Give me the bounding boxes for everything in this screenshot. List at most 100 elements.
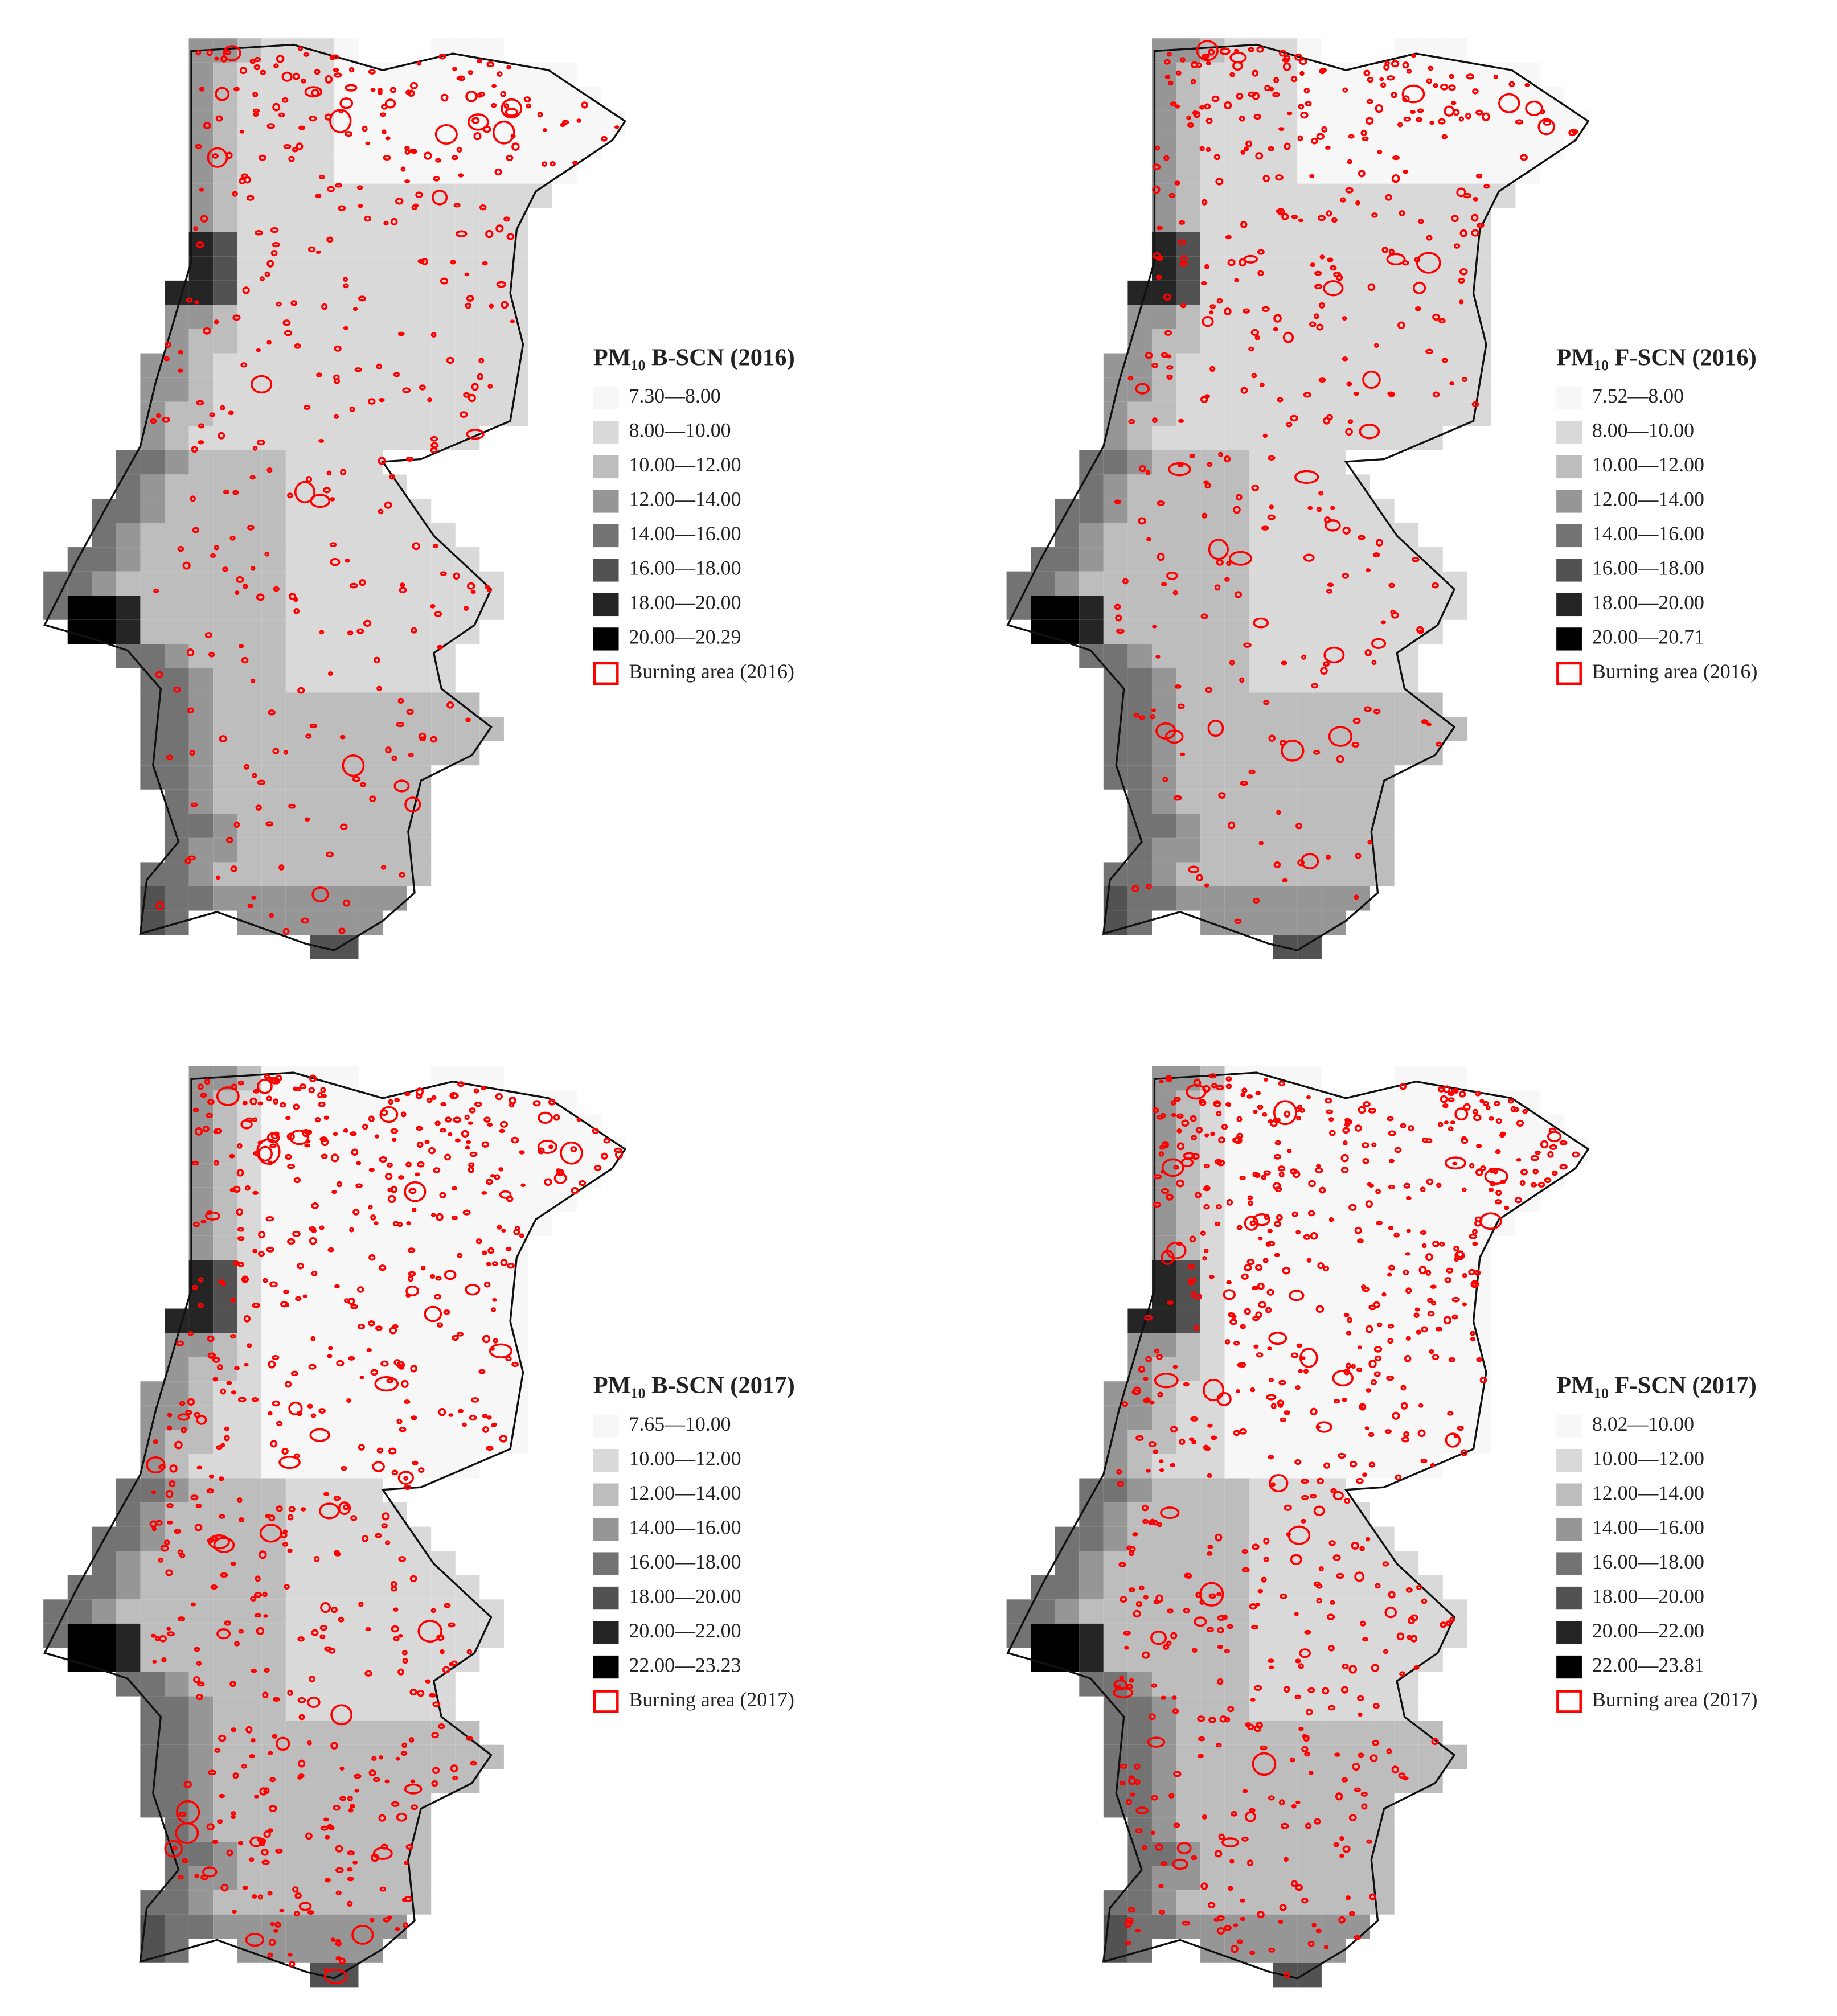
grid-cell bbox=[164, 1721, 189, 1745]
burn-patch bbox=[1368, 1432, 1375, 1438]
burn-patch bbox=[339, 823, 348, 830]
burn-patch bbox=[1471, 1282, 1477, 1288]
legend-swatch bbox=[1556, 627, 1582, 651]
burn-patch bbox=[1462, 1302, 1467, 1307]
grid-cell bbox=[1079, 619, 1104, 644]
burn-patch bbox=[1172, 1858, 1188, 1870]
burn-patch bbox=[1117, 1480, 1125, 1487]
grid-cell bbox=[431, 1187, 456, 1212]
burn-patch bbox=[482, 1426, 489, 1433]
burn-patch bbox=[576, 118, 582, 123]
burn-patch bbox=[1199, 1099, 1205, 1104]
grid-cell bbox=[1297, 1841, 1322, 1866]
burn-patch bbox=[1286, 421, 1293, 428]
grid-cell bbox=[261, 280, 286, 305]
burn-patch bbox=[464, 1114, 470, 1120]
burn-patch bbox=[1291, 1880, 1298, 1887]
grid-cell bbox=[261, 329, 286, 354]
burn-patch bbox=[1453, 1087, 1459, 1094]
grid-cell bbox=[1297, 377, 1322, 402]
grid-cell bbox=[1297, 1066, 1322, 1091]
grid-cell bbox=[1151, 1405, 1176, 1430]
burn-patch bbox=[1432, 1240, 1440, 1247]
burn-patch bbox=[1244, 1308, 1251, 1315]
burn-patch bbox=[380, 104, 388, 110]
burn-patch bbox=[1371, 659, 1377, 666]
burn-patch bbox=[466, 295, 474, 302]
burn-patch bbox=[454, 1138, 461, 1143]
burn-patch bbox=[1207, 720, 1224, 737]
grid-cell bbox=[1176, 280, 1201, 305]
burn-patch bbox=[1221, 1124, 1228, 1130]
burn-patch bbox=[1335, 1792, 1343, 1801]
burn-patch bbox=[1472, 88, 1479, 95]
grid-cell bbox=[261, 474, 286, 499]
burn-patch bbox=[1454, 243, 1461, 249]
burn-patch bbox=[481, 1191, 487, 1195]
burn-patch bbox=[1164, 75, 1171, 80]
burn-patch bbox=[544, 1178, 552, 1186]
grid-cell bbox=[1370, 1260, 1395, 1284]
grid-cell bbox=[383, 837, 407, 863]
burn-patch bbox=[229, 535, 236, 541]
grid-cell bbox=[1418, 692, 1443, 717]
grid-cell bbox=[140, 1599, 165, 1624]
burn-patch bbox=[1268, 1795, 1275, 1801]
burn-patch bbox=[1445, 1432, 1461, 1448]
burn-patch bbox=[1250, 1387, 1256, 1393]
burn-patch bbox=[1388, 1184, 1395, 1190]
burn-patch bbox=[1236, 1116, 1243, 1122]
grid-cell bbox=[1249, 1115, 1273, 1139]
burn-patch bbox=[1269, 1665, 1274, 1670]
burn-patch bbox=[1243, 1264, 1252, 1271]
burn-patch bbox=[162, 416, 170, 423]
burn-patch bbox=[1431, 1738, 1439, 1745]
burn-patch bbox=[1275, 174, 1284, 181]
burn-patch bbox=[497, 71, 503, 77]
grid-cell bbox=[1079, 571, 1104, 596]
burn-patch bbox=[1183, 1608, 1190, 1614]
grid-cell bbox=[310, 547, 334, 572]
burn-patch bbox=[411, 627, 417, 634]
burn-patch bbox=[1392, 1411, 1400, 1420]
burn-patch bbox=[466, 1140, 471, 1144]
burn-patch bbox=[468, 1166, 474, 1173]
burn-patch bbox=[432, 1767, 440, 1775]
burn-patch bbox=[430, 736, 437, 743]
burn-patch bbox=[224, 1426, 229, 1431]
burn-patch bbox=[250, 678, 256, 683]
burn-patch bbox=[353, 1773, 362, 1779]
grid-cell bbox=[1418, 1357, 1443, 1382]
burn-patch bbox=[236, 1169, 244, 1177]
burn-patch bbox=[1248, 47, 1254, 52]
grid-cell bbox=[1224, 1575, 1249, 1600]
grid-cell bbox=[1200, 741, 1225, 766]
burn-patch bbox=[1301, 853, 1319, 870]
burn-patch bbox=[435, 158, 441, 163]
burn-patch bbox=[1290, 414, 1298, 422]
grid-cell bbox=[188, 1648, 214, 1673]
burn-patch bbox=[1291, 214, 1298, 219]
burn-patch bbox=[1161, 582, 1167, 587]
burn-patch bbox=[1248, 1200, 1253, 1206]
grid-cell bbox=[358, 1333, 383, 1357]
grid-cell bbox=[310, 789, 334, 814]
burn-patch bbox=[330, 1742, 338, 1750]
grid-cell bbox=[310, 596, 334, 620]
burn-patch bbox=[1377, 1322, 1383, 1327]
grid-cell bbox=[1442, 401, 1467, 426]
grid-cell bbox=[1370, 1672, 1395, 1697]
burn-patch bbox=[1161, 1188, 1170, 1194]
grid-cell bbox=[1418, 1090, 1443, 1115]
grid-cell bbox=[310, 426, 334, 450]
grid-cell bbox=[67, 1623, 92, 1648]
grid-cell bbox=[1200, 498, 1225, 523]
grid-cell bbox=[237, 741, 262, 766]
grid-cell bbox=[1176, 765, 1201, 790]
burn-patch bbox=[318, 438, 325, 443]
burn-patch bbox=[1256, 1352, 1264, 1358]
burn-patch bbox=[1295, 1658, 1301, 1664]
burn-patch bbox=[347, 1850, 355, 1856]
grid-cell bbox=[1224, 1744, 1249, 1769]
burn-patch bbox=[329, 1825, 335, 1830]
